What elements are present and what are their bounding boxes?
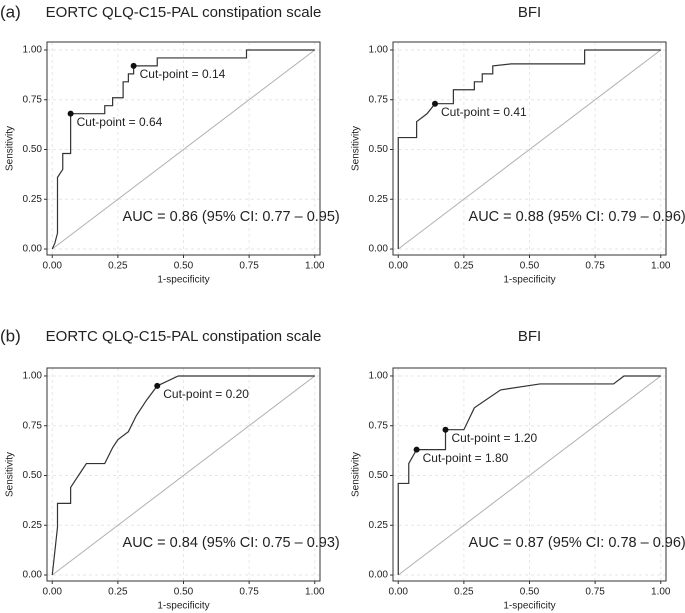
y-axis-label: Sensitivity xyxy=(5,126,16,171)
cut-point-label: Cut-point = 0.14 xyxy=(140,67,226,81)
plot-frame xyxy=(46,367,321,582)
cut-point-label: Cut-point = 1.20 xyxy=(452,431,538,445)
x-tick-label: 0.75 xyxy=(585,261,605,272)
y-tick-label: 0.50 xyxy=(23,144,43,155)
chart-title: BFI xyxy=(518,328,541,345)
cut-point xyxy=(432,100,438,107)
plot-frame xyxy=(392,41,667,256)
auc-annotation: AUC = 0.88 (95% CI: 0.79 – 0.96) xyxy=(469,209,685,225)
y-tick-label: 0.75 xyxy=(23,94,43,105)
x-tick-label: 1.00 xyxy=(651,587,671,598)
x-tick-label: 0.50 xyxy=(520,587,540,598)
x-tick-label: 1.00 xyxy=(305,261,325,272)
y-tick-label: 0.50 xyxy=(369,144,389,155)
cut-point xyxy=(67,110,74,117)
y-tick-label: 0.00 xyxy=(23,570,43,581)
cut-point xyxy=(413,446,420,453)
panel-label: (b) xyxy=(0,326,21,345)
roc-curve xyxy=(51,49,315,250)
y-tick-label: 0.50 xyxy=(23,470,43,481)
x-tick-label: 0.50 xyxy=(520,261,540,272)
cut-point-label: Cut-point = 0.20 xyxy=(163,387,249,401)
x-tick-label: 0.75 xyxy=(585,587,605,598)
x-axis-label: 1-specificity xyxy=(157,601,209,612)
x-tick-label: 0.00 xyxy=(43,587,63,598)
panel-label: (a) xyxy=(0,2,21,21)
y-tick-label: 0.75 xyxy=(23,420,43,431)
reference-diagonal xyxy=(397,375,662,576)
cut-point xyxy=(130,62,137,69)
x-axis-label: 1-specificity xyxy=(503,275,555,286)
y-tick-label: 0.75 xyxy=(369,420,389,431)
x-tick-label: 0.00 xyxy=(389,587,409,598)
y-axis-label: Sensitivity xyxy=(5,452,16,497)
y-axis-label: Sensitivity xyxy=(351,452,362,497)
y-tick-label: 0.75 xyxy=(369,94,389,105)
x-tick-label: 1.00 xyxy=(305,587,325,598)
roc-curve xyxy=(51,375,315,576)
auc-annotation: AUC = 0.87 (95% CI: 0.78 – 0.96) xyxy=(469,535,685,551)
x-tick-label: 0.75 xyxy=(239,261,259,272)
reference-diagonal xyxy=(51,49,316,250)
x-tick-label: 0.75 xyxy=(239,587,259,598)
auc-annotation: AUC = 0.86 (95% CI: 0.77 – 0.95) xyxy=(123,209,340,225)
reference-diagonal xyxy=(397,49,662,250)
x-tick-label: 0.25 xyxy=(454,261,474,272)
x-tick-label: 0.25 xyxy=(454,587,474,598)
cut-point-label: Cut-point = 0.41 xyxy=(441,105,527,119)
plot-frame xyxy=(46,41,321,256)
y-tick-label: 0.00 xyxy=(369,570,389,581)
cut-point xyxy=(442,426,449,433)
chart-title: EORTC QLQ-C15-PAL constipation scale xyxy=(46,328,322,345)
y-tick-label: 0.00 xyxy=(369,244,389,255)
y-tick-label: 1.00 xyxy=(369,45,389,56)
chart-title: BFI xyxy=(518,4,541,21)
chart-title: EORTC QLQ-C15-PAL constipation scale xyxy=(46,4,322,21)
x-axis-label: 1-specificity xyxy=(503,601,555,612)
roc-curve xyxy=(397,49,661,250)
cut-point-label: Cut-point = 1.80 xyxy=(423,451,509,465)
y-tick-label: 0.25 xyxy=(23,194,43,205)
plot-frame xyxy=(392,367,667,582)
x-tick-label: 0.25 xyxy=(108,587,128,598)
y-tick-label: 0.25 xyxy=(369,194,389,205)
y-tick-label: 1.00 xyxy=(23,371,43,382)
y-tick-label: 1.00 xyxy=(23,45,43,56)
x-tick-label: 0.00 xyxy=(389,261,409,272)
y-axis-label: Sensitivity xyxy=(351,126,362,171)
x-axis-label: 1-specificity xyxy=(157,275,209,286)
y-tick-label: 0.50 xyxy=(369,470,389,481)
y-tick-label: 0.25 xyxy=(369,520,389,531)
roc-curve xyxy=(397,375,661,576)
x-tick-label: 0.50 xyxy=(174,261,194,272)
x-tick-label: 0.50 xyxy=(174,587,194,598)
y-tick-label: 1.00 xyxy=(369,371,389,382)
x-tick-label: 0.00 xyxy=(43,261,63,272)
cut-point xyxy=(154,382,161,389)
x-tick-label: 1.00 xyxy=(651,261,671,272)
y-tick-label: 0.25 xyxy=(23,520,43,531)
cut-point-label: Cut-point = 0.64 xyxy=(77,115,163,129)
reference-diagonal xyxy=(51,375,316,576)
y-tick-label: 0.00 xyxy=(23,244,43,255)
x-tick-label: 0.25 xyxy=(108,261,128,272)
auc-annotation: AUC = 0.84 (95% CI: 0.75 – 0.93) xyxy=(123,535,340,551)
